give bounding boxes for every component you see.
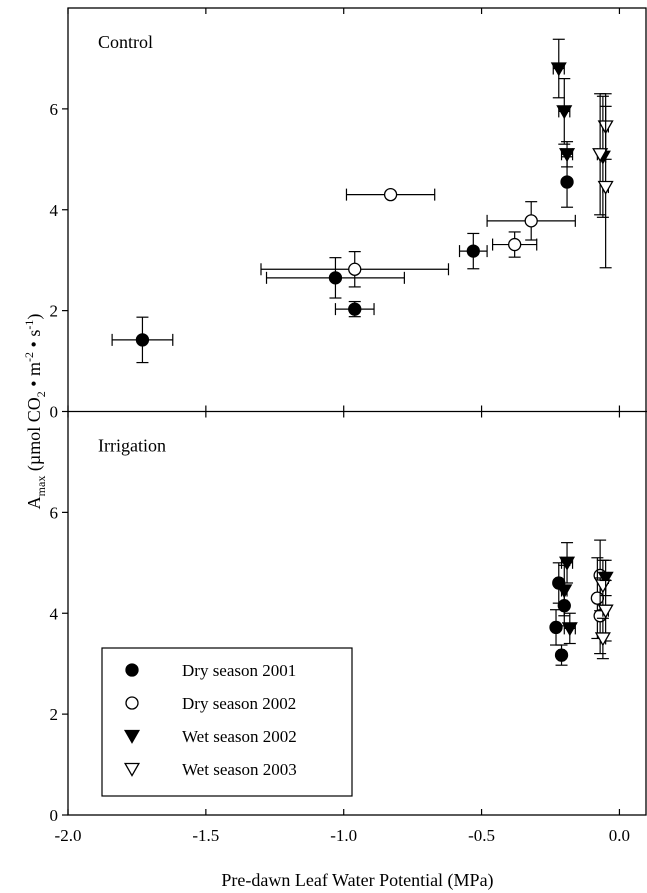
data-point-group — [594, 617, 611, 660]
legend-marker — [125, 663, 139, 677]
y-axis-title-part: 2 — [34, 391, 48, 397]
y-axis-title-part: A — [24, 496, 44, 509]
data-point-group — [554, 644, 569, 666]
data-point — [348, 302, 362, 316]
data-point — [135, 333, 150, 347]
data-point-group — [550, 38, 567, 99]
data-point — [559, 148, 576, 163]
y-axis-title-part: ) — [24, 314, 45, 320]
data-point — [597, 604, 614, 619]
data-point — [328, 271, 343, 285]
y-axis-title-part: (µmol CO — [24, 397, 45, 475]
panel-data — [549, 539, 614, 666]
data-point — [594, 579, 611, 594]
y-axis-title-part: -2 — [22, 352, 36, 362]
data-point — [549, 620, 563, 635]
data-point — [348, 262, 362, 276]
data-point — [592, 148, 609, 163]
y-tick-label: 0 — [50, 403, 59, 422]
panel-label: Control — [98, 32, 153, 52]
data-point-group — [559, 542, 576, 584]
x-axis-title: Pre-dawn Leaf Water Potential (MPa) — [221, 870, 493, 891]
y-axis-title-part: -1 — [22, 320, 36, 330]
data-point-group — [345, 187, 436, 202]
data-point — [466, 244, 480, 258]
x-tick-label: -2.0 — [55, 826, 82, 845]
data-point — [556, 584, 573, 599]
x-tick-label: -1.5 — [192, 826, 219, 845]
data-point — [383, 187, 398, 202]
panel-label: Irrigation — [98, 436, 166, 456]
data-point — [524, 214, 538, 228]
legend-marker — [123, 729, 141, 744]
data-point — [550, 62, 567, 77]
data-point — [594, 632, 611, 647]
data-point-group — [592, 93, 609, 216]
y-tick-label: 0 — [50, 806, 59, 825]
data-point — [559, 556, 576, 571]
legend-label: Wet season 2002 — [182, 727, 297, 746]
y-tick-label: 4 — [50, 201, 59, 220]
data-point-group — [458, 232, 488, 270]
x-tick-label: -1.0 — [330, 826, 357, 845]
data-point — [590, 591, 605, 605]
x-tick-label: -0.5 — [468, 826, 495, 845]
data-point-group — [265, 257, 405, 299]
data-point-group — [260, 251, 450, 288]
data-point-group — [486, 201, 576, 241]
axes: 0 2 4 6 Control 0 2 4 6 Irrigation -2.0 -1.5 -1.0 -0.… — [50, 7, 647, 845]
data-point — [560, 175, 574, 189]
y-tick-label: 6 — [50, 100, 59, 119]
data-point-group — [556, 78, 573, 145]
y-tick-label: 2 — [50, 302, 59, 321]
y-axis-title-part: • s — [24, 330, 44, 352]
legend-label: Dry season 2001 — [182, 661, 296, 680]
data-point-group — [561, 612, 578, 645]
plot-area — [111, 38, 614, 666]
legend-marker — [123, 762, 141, 777]
data-point-group — [559, 141, 576, 168]
y-tick-label: 6 — [50, 503, 59, 522]
y-tick-label: 4 — [50, 604, 59, 623]
legend-label: Dry season 2002 — [182, 694, 296, 713]
data-point — [556, 105, 573, 120]
data-point — [508, 237, 522, 252]
data-point-group — [111, 316, 174, 364]
data-point — [597, 571, 614, 586]
axis-labels: Pre-dawn Leaf Water Potential (MPa) Amax… — [22, 314, 494, 891]
legend-label: Wet season 2003 — [182, 760, 297, 779]
legend-box — [101, 647, 353, 797]
panel-data — [111, 38, 614, 364]
data-point-group — [549, 609, 563, 646]
data-point-group — [334, 300, 375, 318]
y-axis-title: Amax (µmol CO2 • m-2 • s-1) — [22, 314, 48, 510]
legend-marker — [125, 696, 139, 710]
data-point-group — [556, 564, 573, 617]
y-tick-label: 2 — [50, 705, 59, 724]
y-axis-title-part: • m — [24, 362, 44, 391]
data-point-group — [597, 105, 614, 269]
x-tick-label: 0.0 — [609, 826, 630, 845]
legend: Dry season 2001 Dry season 2002 Wet season… — [101, 647, 353, 797]
y-axis-title-part: max — [34, 476, 48, 497]
data-point — [554, 648, 569, 662]
data-point — [561, 622, 578, 637]
data-point — [597, 180, 614, 195]
data-point-group — [597, 579, 614, 642]
data-point-group — [492, 231, 538, 258]
